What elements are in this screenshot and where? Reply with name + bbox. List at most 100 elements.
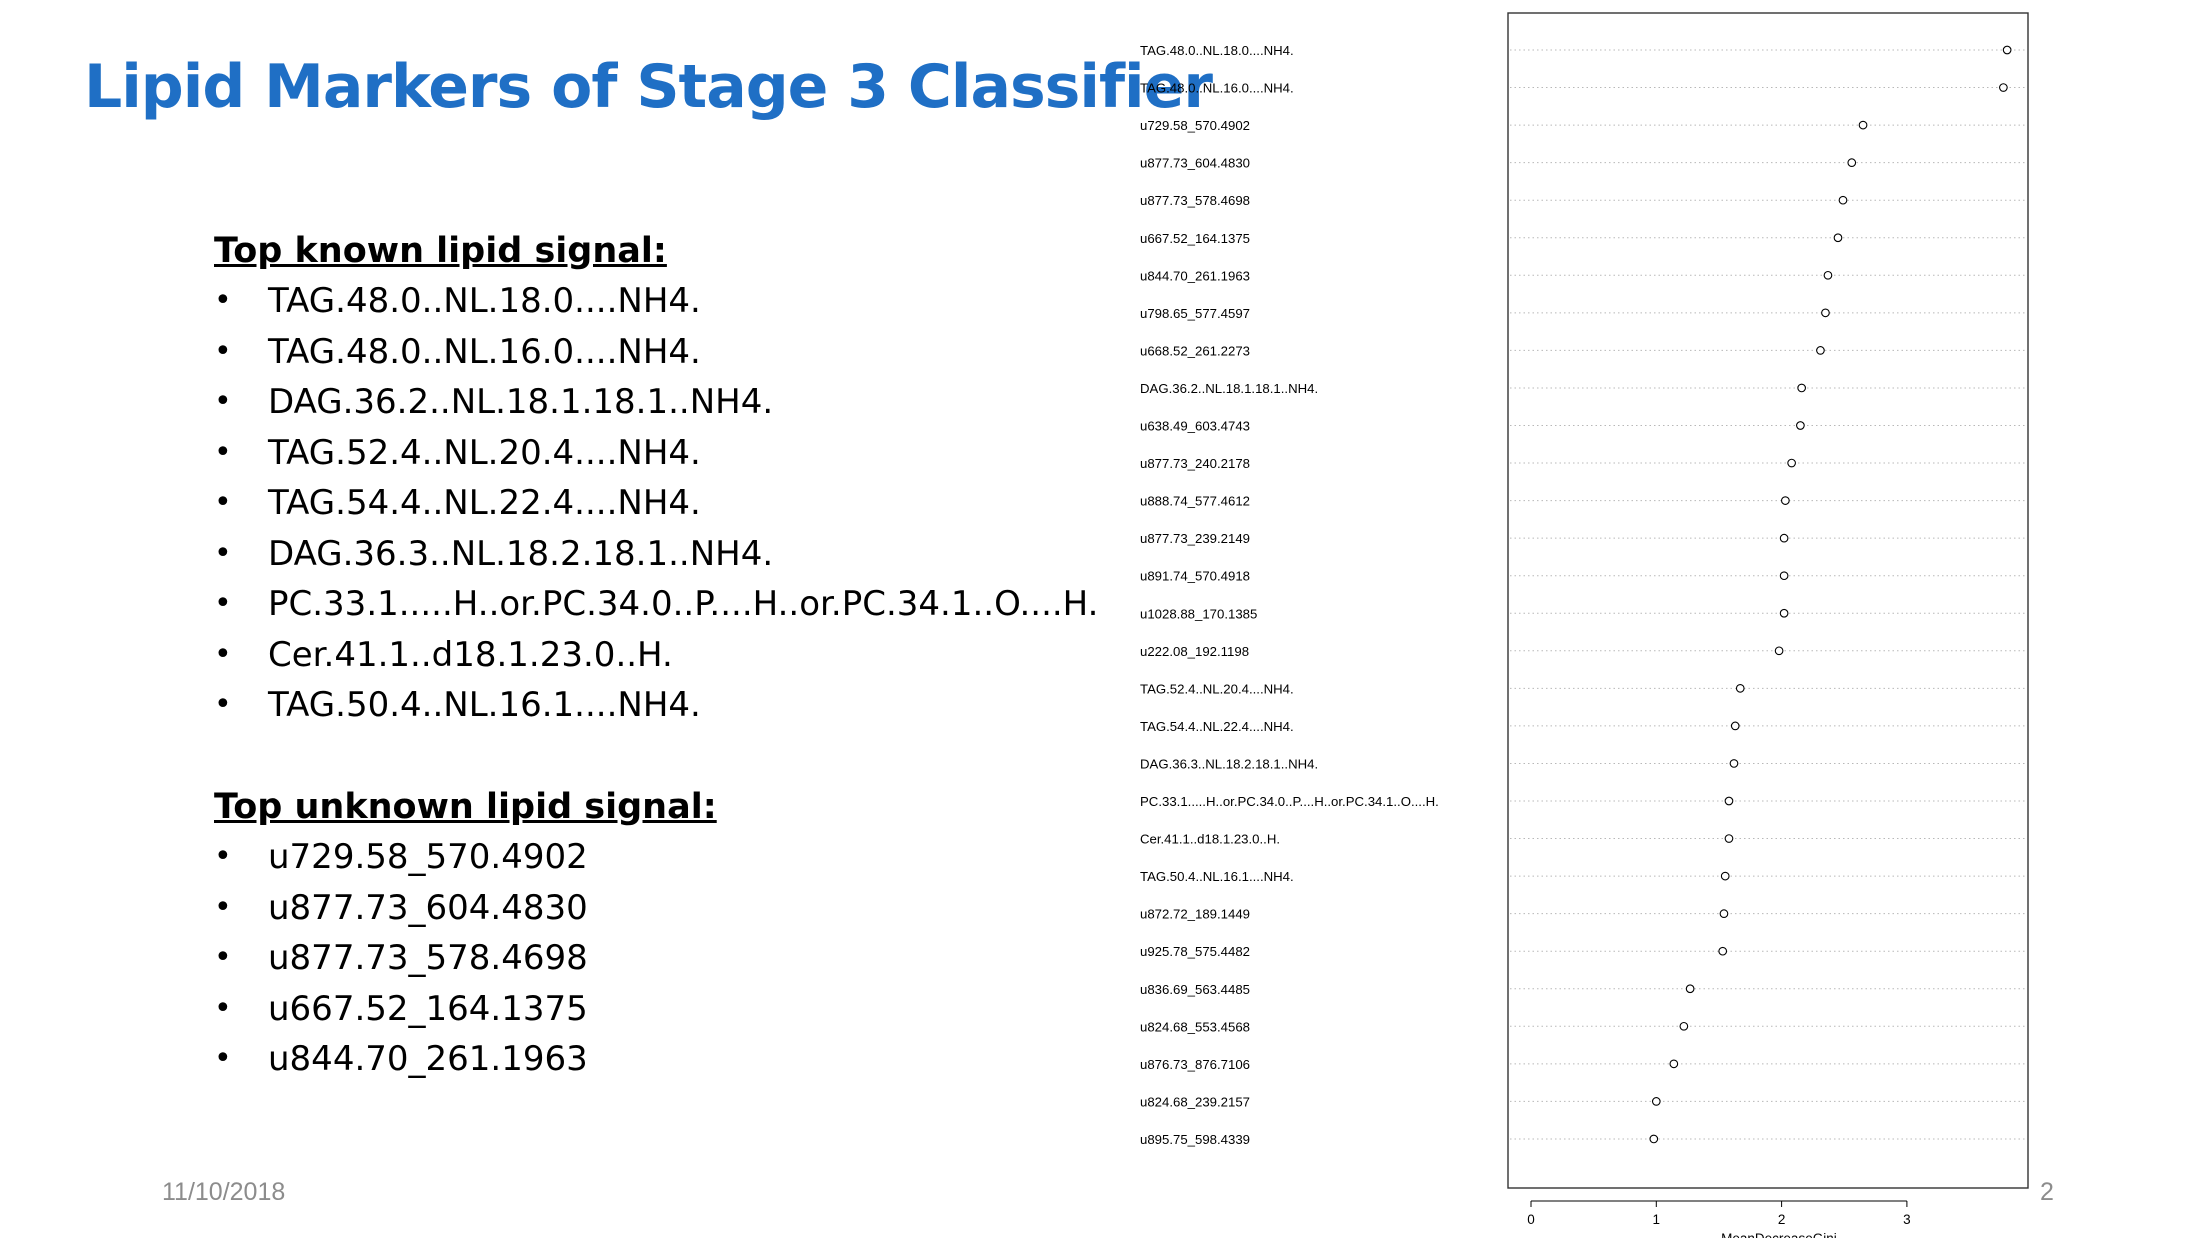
data-point [1774,646,1784,656]
list-item: • DAG.36.3..NL.18.2.18.1..NH4. [214,529,1098,580]
list-item-text: Cer.41.1..d18.1.23.0..H. [268,634,673,675]
list-item-text: TAG.48.0..NL.16.0....NH4. [268,331,701,372]
category-label: u844.70_261.1963 [1140,268,1250,283]
data-point [1779,571,1789,581]
category-label: u667.52_164.1375 [1140,231,1250,246]
data-point [1730,721,1740,731]
bullet-icon: • [214,485,232,520]
category-label: TAG.52.4..NL.20.4....NH4. [1140,681,1294,696]
list-item: • TAG.52.4..NL.20.4....NH4. [214,428,1098,479]
category-label: u668.52_261.2273 [1140,343,1250,358]
x-axis-label: MeanDecreaseGini [1721,1231,1837,1238]
known-lipid-section: Top known lipid signal: • TAG.48.0..NL.18… [214,226,1098,731]
list-item-text: TAG.50.4..NL.16.1....NH4. [268,685,701,725]
data-point [1679,1021,1689,1031]
data-point [1796,421,1805,430]
list-item: • Cer.41.1..d18.1.23.0..H. [214,630,1098,681]
bullet-icon: • [214,434,232,470]
known-lipid-heading: Top known lipid signal: [214,231,667,271]
category-label: u877.73_604.4830 [1140,156,1250,171]
list-item: • PC.33.1.....H..or.PC.34.0..P....H..or.P… [214,579,1098,630]
list-item-text: TAG.48.0..NL.18.0....NH4. [268,281,701,321]
bullet-icon: • [214,384,232,419]
bullet-icon: • [214,687,232,722]
category-label: DAG.36.2..NL.18.1.18.1..NH4. [1140,381,1318,396]
data-point [2002,45,2012,55]
category-label: u1028.88_170.1385 [1140,606,1257,621]
category-label: PC.33.1.....H..or.PC.34.0..P....H..or.PC… [1140,794,1439,809]
category-label: u222.08_192.1198 [1140,644,1249,659]
bullet-icon: • [214,940,232,975]
category-label: u877.73_239.2149 [1140,531,1250,546]
category-label: u877.73_578.4698 [1140,193,1250,208]
list-item-text: u729.58_570.4902 [268,837,588,877]
category-label: u638.49_603.4743 [1140,419,1250,434]
data-point [1999,83,2008,92]
list-item-text: u877.73_578.4698 [268,938,588,978]
unknown-lipid-section: Top unknown lipid signal: • u729.58_570.4… [214,782,717,1085]
data-point [1720,871,1730,881]
list-item-text: PC.33.1.....H..or.PC.34.0..P....H..or.PC… [268,584,1099,624]
data-point [1724,796,1734,806]
known-lipid-list: • TAG.48.0..NL.18.0....NH4. • TAG.48.0..NL… [214,276,1098,731]
list-item: • u667.52_164.1375 [214,984,717,1035]
list-item: • TAG.48.0..NL.18.0....NH4. [214,276,1098,327]
category-label: u891.74_570.4918 [1140,569,1250,584]
unknown-lipid-heading: Top unknown lipid signal: [214,787,717,827]
bullet-icon: • [214,586,232,621]
data-point [1719,909,1729,919]
list-item: • u877.73_604.4830 [214,883,717,934]
x-tick-label: 3 [1903,1212,1911,1227]
list-item-text: u877.73_604.4830 [268,887,588,928]
data-point [1858,120,1868,130]
x-tick-label: 0 [1527,1212,1535,1227]
category-label: u925.78_575.4482 [1140,944,1250,959]
page-number: 2 [2040,1178,2054,1206]
data-point [1821,308,1830,318]
data-point [1735,683,1745,693]
category-label: u888.74_577.4612 [1140,494,1250,509]
bullet-icon: • [214,636,232,672]
category-label: TAG.48.0..NL.16.0....NH4. [1140,81,1294,96]
bullet-icon: • [214,283,232,318]
category-label: u729.58_570.4902 [1140,118,1250,133]
data-point [1833,233,1843,243]
list-item-text: DAG.36.3..NL.18.2.18.1..NH4. [268,533,774,574]
data-point [1651,1097,1661,1106]
category-label: TAG.54.4..NL.22.4....NH4. [1140,719,1294,734]
bullet-icon: • [214,990,232,1026]
list-item: • TAG.48.0..NL.16.0....NH4. [214,327,1098,378]
list-item: • u729.58_570.4902 [214,832,717,883]
slide-title: Lipid Markers of Stage 3 Classifier [84,52,1213,122]
category-label: u872.72_189.1449 [1140,907,1250,922]
unknown-lipid-list: • u729.58_570.4902 • u877.73_604.4830 • u87… [214,832,717,1085]
data-point [1787,458,1796,468]
bullet-icon: • [214,535,232,571]
bullet-icon: • [214,1041,232,1076]
category-label: TAG.50.4..NL.16.1....NH4. [1140,869,1294,884]
category-label: u877.73_240.2178 [1140,456,1250,471]
data-point [1649,1134,1659,1144]
bullet-icon: • [214,839,232,874]
list-item-text: DAG.36.2..NL.18.1.18.1..NH4. [268,382,774,422]
list-item: • TAG.50.4..NL.16.1....NH4. [214,680,1098,731]
list-item: • DAG.36.2..NL.18.1.18.1..NH4. [214,377,1098,428]
category-label: u895.75_598.4339 [1140,1132,1250,1147]
category-label: u824.68_553.4568 [1140,1019,1250,1034]
data-point [1779,608,1789,618]
data-point [1823,270,1833,280]
list-item: • u877.73_578.4698 [214,933,717,984]
bullet-icon: • [214,889,232,925]
category-label: TAG.48.0..NL.18.0....NH4. [1140,43,1294,58]
bullet-icon: • [214,333,232,369]
data-point [1781,496,1790,505]
importance-dotchart: TAG.48.0..NL.18.0....NH4. TAG.48.0..NL.16… [1140,12,2029,1238]
category-label: u836.69_563.4485 [1140,982,1250,997]
data-point [1724,834,1734,843]
list-item-text: u667.52_164.1375 [268,988,588,1029]
list-item-text: u844.70_261.1963 [268,1039,588,1079]
list-item-text: TAG.54.4..NL.22.4....NH4. [268,483,701,523]
category-label: u798.65_577.4597 [1140,306,1250,321]
plot-frame [1507,12,2029,1189]
list-item: • u844.70_261.1963 [214,1034,717,1085]
